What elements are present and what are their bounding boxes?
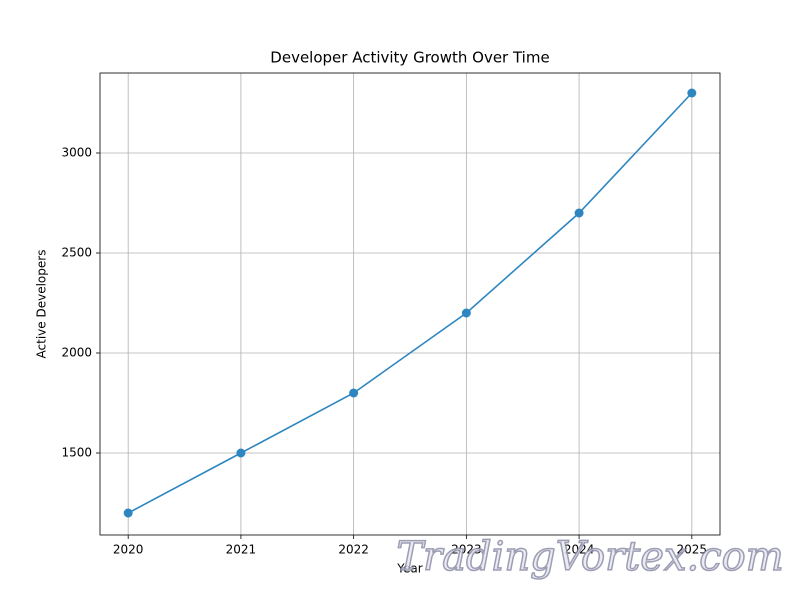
data-point [461, 308, 471, 318]
y-tick-label: 2500 [61, 246, 92, 260]
watermark: TradingVortex.com [396, 534, 783, 580]
x-tick-label: 2020 [113, 543, 144, 557]
data-point [349, 388, 359, 398]
x-tick-label: 2025 [677, 543, 708, 557]
data-point [687, 88, 697, 98]
y-tick-label: 3000 [61, 146, 92, 160]
y-tick-label: 2000 [61, 346, 92, 360]
data-line [127, 92, 693, 514]
data-point [236, 448, 246, 458]
y-axis-label: Active Developers [35, 250, 49, 359]
data-point [123, 508, 133, 518]
x-tick-label: 2023 [451, 543, 482, 557]
x-tick-label: 2021 [226, 543, 257, 557]
x-tick-label: 2022 [338, 543, 369, 557]
plot-frame [99, 72, 721, 536]
y-tick-label: 1500 [61, 446, 92, 460]
chart-title: Developer Activity Growth Over Time [270, 49, 549, 67]
data-point [574, 208, 584, 218]
x-tick-label: 2024 [564, 543, 595, 557]
x-axis-label: Year [396, 562, 422, 576]
